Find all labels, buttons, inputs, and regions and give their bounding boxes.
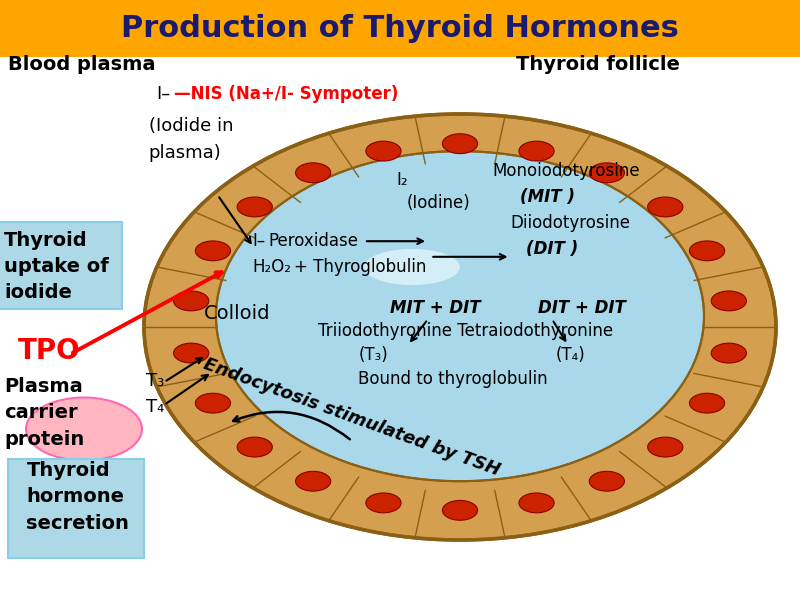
Ellipse shape	[295, 163, 330, 182]
Text: I–: I–	[253, 232, 266, 250]
Ellipse shape	[711, 291, 746, 311]
Ellipse shape	[519, 141, 554, 161]
Ellipse shape	[366, 141, 401, 161]
Text: T₃: T₃	[146, 372, 165, 390]
Text: Colloid: Colloid	[204, 304, 270, 323]
Ellipse shape	[237, 197, 272, 217]
Text: Diiodotyrosine: Diiodotyrosine	[510, 214, 630, 232]
Text: Peroxidase: Peroxidase	[269, 232, 358, 250]
Text: I₂: I₂	[396, 171, 408, 189]
Ellipse shape	[295, 472, 330, 491]
Text: Thyroid follicle: Thyroid follicle	[516, 55, 680, 74]
Text: Triiodothyronine Tetraiodothyronine: Triiodothyronine Tetraiodothyronine	[318, 322, 614, 340]
Text: secretion: secretion	[26, 514, 130, 533]
Ellipse shape	[237, 437, 272, 457]
Text: Thyroid: Thyroid	[4, 230, 88, 250]
Text: (Iodine): (Iodine)	[406, 194, 470, 212]
Text: (Iodide in: (Iodide in	[149, 117, 234, 135]
Ellipse shape	[174, 291, 209, 311]
Ellipse shape	[519, 493, 554, 513]
Ellipse shape	[648, 197, 683, 217]
Ellipse shape	[216, 151, 704, 481]
Text: Endocytosis stimulated by TSH: Endocytosis stimulated by TSH	[202, 355, 502, 479]
Text: carrier: carrier	[4, 403, 78, 422]
Text: + Thyroglobulin: + Thyroglobulin	[294, 258, 426, 276]
Text: I–: I–	[156, 85, 170, 103]
Ellipse shape	[648, 437, 683, 457]
Text: Thyroid: Thyroid	[26, 461, 110, 481]
Text: H₂O₂: H₂O₂	[253, 258, 292, 276]
Text: —NIS (Na+/I- Sympoter): —NIS (Na+/I- Sympoter)	[174, 85, 398, 103]
Text: Monoiodotyrosine: Monoiodotyrosine	[492, 162, 640, 180]
Text: hormone: hormone	[26, 487, 125, 506]
Ellipse shape	[364, 249, 460, 285]
Text: protein: protein	[4, 430, 84, 449]
Ellipse shape	[174, 343, 209, 363]
Ellipse shape	[195, 393, 230, 413]
Ellipse shape	[26, 398, 142, 461]
Ellipse shape	[195, 241, 230, 261]
Text: MIT + DIT: MIT + DIT	[390, 299, 480, 317]
Text: DIT + DIT: DIT + DIT	[538, 299, 626, 317]
Text: plasma): plasma)	[149, 144, 222, 162]
Text: Production of Thyroid Hormones: Production of Thyroid Hormones	[121, 14, 679, 43]
Text: uptake of: uptake of	[4, 257, 109, 276]
Text: Bound to thyroglobulin: Bound to thyroglobulin	[358, 370, 548, 388]
Text: (MIT ): (MIT )	[520, 188, 575, 206]
Ellipse shape	[590, 472, 625, 491]
Ellipse shape	[442, 134, 478, 154]
Text: (T₄): (T₄)	[556, 346, 586, 364]
Ellipse shape	[690, 393, 725, 413]
Text: T₄: T₄	[146, 398, 165, 416]
Ellipse shape	[366, 493, 401, 513]
Ellipse shape	[144, 114, 776, 540]
Ellipse shape	[442, 500, 478, 520]
Ellipse shape	[690, 241, 725, 261]
FancyBboxPatch shape	[0, 0, 800, 57]
Text: Plasma: Plasma	[4, 377, 82, 397]
Text: iodide: iodide	[4, 283, 72, 302]
FancyBboxPatch shape	[8, 459, 144, 558]
FancyBboxPatch shape	[0, 222, 122, 309]
Ellipse shape	[590, 163, 625, 182]
Text: (T₃): (T₃)	[358, 346, 388, 364]
Text: Blood plasma: Blood plasma	[8, 55, 155, 74]
Text: TPO: TPO	[18, 337, 80, 365]
Ellipse shape	[711, 343, 746, 363]
Text: (DIT ): (DIT )	[526, 240, 578, 258]
